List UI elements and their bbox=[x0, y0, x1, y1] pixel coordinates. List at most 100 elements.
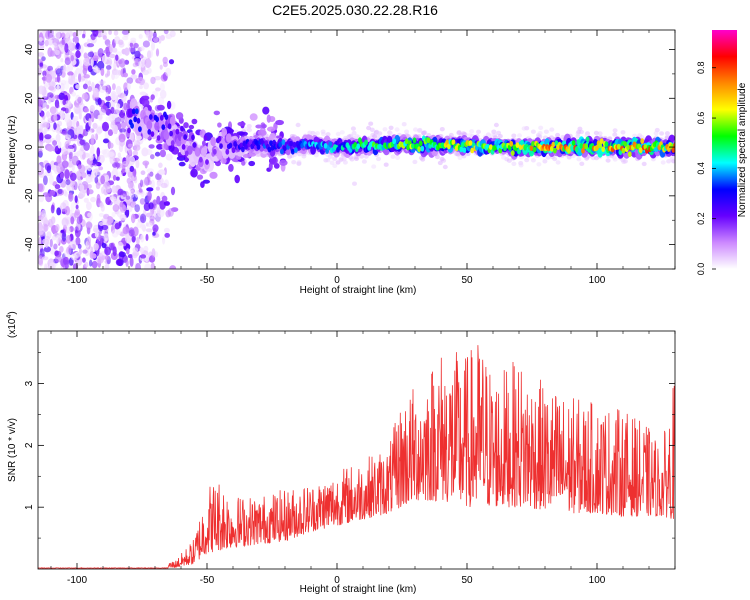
noise-blob bbox=[124, 235, 133, 243]
spectrogram-y-tick-label: -40 bbox=[24, 237, 35, 252]
band-blob bbox=[518, 144, 523, 151]
spectrogram-x-tick-label: -100 bbox=[67, 275, 87, 286]
spectrogram-x-tick-label: 50 bbox=[461, 275, 473, 286]
band-haze bbox=[354, 156, 359, 161]
noise-blob bbox=[113, 30, 119, 36]
noise-blob bbox=[149, 215, 155, 222]
noise-blob bbox=[54, 184, 61, 190]
band-haze bbox=[620, 130, 626, 135]
noise-blob bbox=[64, 57, 71, 66]
noise-blob bbox=[93, 243, 99, 251]
noise-blob bbox=[101, 224, 109, 231]
transition-blob bbox=[228, 163, 234, 172]
noise-blob bbox=[165, 153, 173, 161]
colorbar-tick-label: 0.6 bbox=[696, 112, 706, 125]
noise-blob bbox=[150, 262, 155, 269]
noise-blob bbox=[83, 74, 90, 79]
transition-blob bbox=[190, 168, 198, 178]
band-haze bbox=[372, 134, 377, 139]
band-haze bbox=[593, 130, 599, 136]
band-haze bbox=[349, 157, 355, 162]
snr-x-axis-label: Height of straight line (km) bbox=[300, 584, 417, 595]
transition-blob bbox=[237, 121, 246, 127]
band-blob bbox=[570, 144, 574, 151]
noise-blob bbox=[86, 201, 92, 211]
noise-blob bbox=[57, 141, 62, 149]
band-haze bbox=[612, 128, 618, 133]
noise-blob bbox=[38, 183, 45, 193]
noise-blob bbox=[149, 171, 154, 177]
transition-blob bbox=[262, 106, 270, 115]
noise-blob bbox=[107, 200, 113, 206]
noise-blob bbox=[38, 67, 42, 76]
transition-blob bbox=[275, 119, 284, 126]
band-blob bbox=[183, 134, 188, 140]
noise-blob bbox=[113, 69, 120, 76]
noise-blob bbox=[164, 232, 170, 238]
band-haze bbox=[332, 156, 338, 162]
band-blob bbox=[418, 140, 423, 147]
noise-blob bbox=[124, 59, 130, 65]
noise-blob bbox=[62, 189, 67, 197]
noise-blob bbox=[115, 54, 119, 61]
transition-blob bbox=[156, 143, 164, 150]
noise-blob bbox=[120, 121, 127, 129]
noise-blob bbox=[91, 253, 97, 259]
band-blob bbox=[225, 148, 230, 155]
band-blob bbox=[292, 142, 297, 148]
snr-frame bbox=[37, 330, 676, 570]
band-blob bbox=[353, 142, 358, 148]
noise-blob bbox=[40, 111, 45, 118]
noise-blob bbox=[92, 87, 100, 98]
band-haze bbox=[530, 158, 536, 163]
noise-blob bbox=[79, 184, 85, 192]
noise-blob bbox=[83, 107, 90, 113]
noise-blob bbox=[142, 69, 149, 76]
noise-blob bbox=[62, 99, 66, 106]
snr-x-tick-label: 100 bbox=[589, 575, 606, 586]
band-blob bbox=[616, 143, 621, 150]
noise-blob bbox=[107, 151, 115, 157]
band-blob bbox=[531, 141, 535, 147]
band-haze bbox=[350, 126, 356, 131]
noise-blob bbox=[61, 39, 65, 46]
band-blob bbox=[167, 123, 172, 130]
noise-blob bbox=[96, 256, 104, 264]
band-haze bbox=[352, 181, 357, 186]
band-blob bbox=[364, 139, 368, 146]
band-blob bbox=[627, 151, 632, 158]
band-haze bbox=[497, 134, 503, 139]
noise-blob bbox=[98, 166, 104, 171]
band-haze bbox=[307, 130, 313, 135]
band-blob bbox=[256, 144, 261, 150]
noise-blob bbox=[99, 202, 104, 209]
noise-blob bbox=[150, 179, 155, 189]
noise-blob bbox=[38, 210, 41, 216]
noise-blob bbox=[110, 106, 115, 114]
band-blob bbox=[281, 139, 286, 146]
noise-blob bbox=[117, 152, 122, 158]
band-haze bbox=[555, 160, 561, 165]
noise-blob bbox=[129, 201, 137, 208]
band-haze bbox=[632, 133, 638, 138]
noise-blob bbox=[111, 72, 115, 80]
noise-blob bbox=[140, 170, 146, 175]
band-blob bbox=[404, 138, 409, 145]
band-blob bbox=[212, 148, 217, 155]
noise-blob bbox=[73, 105, 81, 114]
band-haze bbox=[653, 131, 659, 136]
noise-blob bbox=[45, 193, 53, 203]
noise-blob bbox=[156, 181, 162, 187]
band-haze bbox=[511, 161, 517, 166]
transition-blob bbox=[166, 100, 172, 110]
noise-blob bbox=[117, 188, 124, 196]
band-haze bbox=[395, 155, 401, 160]
snr-series-line bbox=[38, 345, 675, 569]
noise-blob bbox=[68, 192, 74, 202]
noise-blob bbox=[143, 82, 150, 90]
transition-blob bbox=[255, 124, 263, 129]
noise-blob bbox=[161, 195, 168, 202]
noise-blob bbox=[125, 259, 129, 267]
band-haze bbox=[382, 127, 388, 132]
